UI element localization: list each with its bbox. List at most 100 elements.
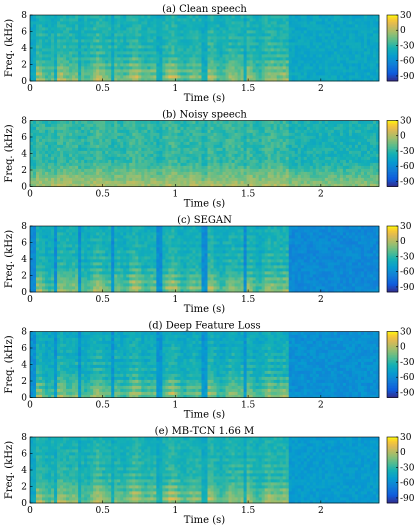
x-tick-label: 2: [318, 190, 324, 200]
y-tick-label: 0: [21, 394, 27, 404]
spectrogram-image: [30, 120, 380, 187]
y-tick-label: 0: [21, 499, 27, 509]
x-tick-label: 1: [173, 401, 179, 411]
y-tick-label: 8: [21, 222, 27, 232]
spectrogram-image: [30, 437, 380, 504]
y-tick-label: 8: [21, 433, 27, 443]
y-tick-label: 4: [21, 361, 27, 371]
x-tick-label: 1.5: [241, 295, 256, 305]
x-tick-label: 1: [173, 84, 179, 94]
colorbar: 30 0 -30 -60 -90: [386, 117, 415, 187]
spectrogram-panel-2: (b) Noisy speech 0 0.5 1 1.5 2 0 2 4 6 8 Time (s) Fr…: [4, 110, 415, 210]
panel-title: (a) Clean speech: [162, 4, 247, 15]
colorbar-tick-label: 30: [400, 222, 412, 232]
colorbar: 30 0 -30 -60 -90: [386, 328, 415, 398]
x-axis-label: Time (s): [184, 410, 225, 421]
x-axis-label: Time (s): [184, 93, 225, 104]
colorbar-tick-label: 0: [400, 237, 406, 247]
y-tick-label: 2: [21, 166, 27, 176]
colorbar-tick-label: -90: [400, 72, 415, 82]
x-tick-label: 0: [27, 401, 33, 411]
colorbar-tick-label: -90: [400, 177, 415, 187]
x-axis-label: Time (s): [184, 199, 225, 210]
y-tick-label: 2: [21, 272, 27, 282]
x-axis-label: Time (s): [184, 304, 225, 315]
x-tick-label: 0: [27, 190, 33, 200]
y-tick-label: 6: [21, 133, 27, 143]
colorbar-tick-label: -30: [400, 41, 415, 51]
colorbar-tick-label: -30: [400, 463, 415, 473]
y-tick-label: 0: [21, 183, 27, 193]
panel-title: (d) Deep Feature Loss: [148, 321, 260, 332]
x-tick-label: 1: [173, 190, 179, 200]
colorbar-tick-label: 0: [400, 343, 406, 353]
x-tick-label: 1: [173, 295, 179, 305]
x-tick-label: 0: [27, 84, 33, 94]
colorbar-tick-label: -60: [400, 268, 415, 278]
colorbar: 30 0 -30 -60 -90: [386, 222, 415, 293]
x-tick-label: 0: [27, 506, 33, 516]
x-tick-label: 0: [27, 295, 33, 305]
x-tick-label: 0.5: [96, 190, 111, 200]
x-tick-label: 1.5: [241, 506, 256, 516]
y-tick-label: 0: [21, 288, 27, 298]
spectrogram-image: [30, 226, 380, 293]
y-tick-label: 6: [21, 28, 27, 38]
x-tick-label: 0.5: [96, 295, 111, 305]
y-tick-label: 6: [21, 344, 27, 354]
x-axis-label: Time (s): [184, 515, 225, 526]
y-tick-label: 6: [21, 239, 27, 249]
y-axis-label: Freq. (kHz): [4, 124, 15, 182]
colorbar: 30 0 -30 -60 -90: [386, 11, 415, 82]
colorbar-tick-label: -60: [400, 162, 415, 172]
y-tick-label: 6: [21, 450, 27, 460]
y-tick-label: 2: [21, 483, 27, 493]
colorbar-tick-label: 0: [400, 26, 406, 36]
y-tick-label: 2: [21, 61, 27, 71]
y-axis-label: Freq. (kHz): [4, 19, 15, 77]
x-tick-label: 0.5: [96, 401, 111, 411]
y-tick-label: 8: [21, 11, 27, 21]
colorbar-tick-label: -30: [400, 358, 415, 368]
spectrogram-panel-3: (c) SEGAN 0 0.5 1 1.5 2 0 2 4 6 8 Time (s) Freq. (kH…: [4, 215, 415, 315]
x-tick-label: 2: [318, 295, 324, 305]
y-tick-label: 4: [21, 150, 27, 160]
colorbar-tick-label: 0: [400, 448, 406, 458]
x-tick-label: 1: [173, 506, 179, 516]
colorbar-tick-label: -60: [400, 57, 415, 67]
colorbar-tick-label: -90: [400, 388, 415, 398]
x-tick-label: 2: [318, 84, 324, 94]
y-axis-label: Freq. (kHz): [4, 441, 15, 499]
y-tick-label: 2: [21, 377, 27, 387]
colorbar-tick-label: 30: [400, 117, 412, 127]
x-tick-label: 1.5: [241, 190, 256, 200]
x-tick-label: 2: [318, 401, 324, 411]
spectrogram-panel-4: (d) Deep Feature Loss 0 0.5 1 1.5 2 0 2 4 6 8 Time …: [4, 321, 415, 421]
panel-title: (e) MB-TCN 1.66 M: [155, 426, 255, 437]
spectrogram-image: [30, 15, 380, 82]
y-axis-label: Freq. (kHz): [4, 335, 15, 393]
colorbar-tick-label: 30: [400, 328, 412, 338]
x-tick-label: 1.5: [241, 401, 256, 411]
y-axis-label: Freq. (kHz): [4, 230, 15, 288]
y-tick-label: 4: [21, 255, 27, 265]
y-tick-label: 8: [21, 117, 27, 127]
colorbar-tick-label: -90: [400, 494, 415, 504]
spectrogram-panel-1: (a) Clean speech 0 0.5 1 1.5 2 0 2 4 6 8 Time (s) Fr…: [4, 4, 415, 104]
panel-title: (b) Noisy speech: [162, 110, 247, 121]
spectrogram-panel-5: (e) MB-TCN 1.66 M 0 0.5 1 1.5 2 0 2 4 6 8 Time (s) F…: [4, 426, 415, 526]
colorbar-tick-label: 30: [400, 11, 412, 21]
colorbar-tick-label: -30: [400, 147, 415, 157]
x-tick-label: 0.5: [96, 84, 111, 94]
x-tick-label: 0.5: [96, 506, 111, 516]
y-tick-label: 4: [21, 44, 27, 54]
colorbar-tick-label: -90: [400, 283, 415, 293]
colorbar-tick-label: -60: [400, 479, 415, 489]
colorbar-tick-label: -60: [400, 373, 415, 383]
spectrogram-image: [30, 331, 380, 398]
panel-title: (c) SEGAN: [177, 215, 232, 226]
colorbar-tick-label: 0: [400, 132, 406, 142]
y-tick-label: 4: [21, 466, 27, 476]
y-tick-label: 0: [21, 77, 27, 87]
